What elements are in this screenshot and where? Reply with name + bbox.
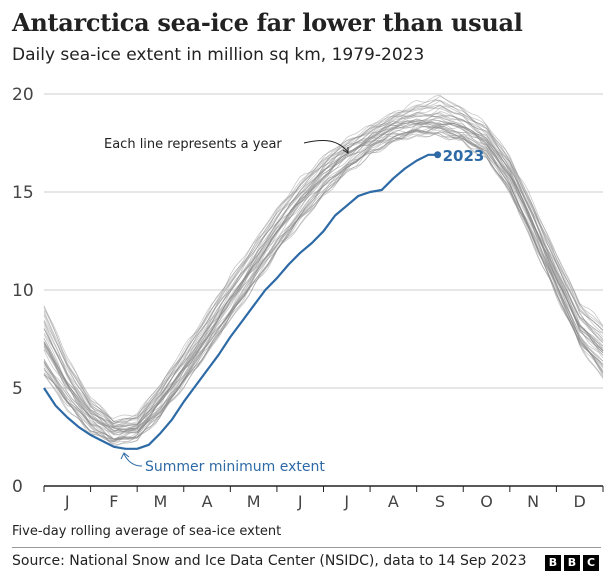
series-2023-line (43, 153, 438, 450)
history-year-line (43, 126, 604, 442)
history-year-line (43, 125, 604, 440)
history-year-line (43, 128, 604, 443)
bbc-logo-letter: B (545, 555, 561, 571)
x-tick-label: O (480, 492, 493, 511)
history-year-line (43, 118, 604, 433)
x-tick-label: A (388, 492, 399, 511)
history-year-line (43, 122, 604, 440)
series-2023-endpoint (434, 151, 442, 159)
x-tick-label: D (574, 492, 586, 511)
history-year-line (43, 120, 604, 431)
annotation-each-line: Each line represents a year (104, 137, 282, 152)
history-year-line (43, 104, 604, 425)
history-year-line (43, 114, 604, 428)
chart-canvas: 0 5 10 15 20 2023 J F M A M J J A S O N D Each line rep… (12, 85, 604, 511)
annotation-summer-min: Summer minimum extent (145, 459, 325, 475)
x-tick-label: S (435, 492, 445, 511)
history-year-line (43, 119, 604, 435)
history-year-line (43, 131, 604, 446)
history-year-line (43, 127, 604, 445)
history-year-line (43, 124, 604, 441)
x-tick-label: M (154, 492, 168, 511)
history-year-line (43, 111, 604, 429)
history-year-line (43, 118, 604, 433)
history-year-line (43, 125, 604, 440)
history-year-line (43, 112, 604, 428)
x-tick-label: N (527, 492, 539, 511)
x-tick-label: J (343, 492, 349, 511)
history-year-line (43, 107, 604, 428)
bbc-logo-letter: B (564, 555, 580, 571)
x-tick-label: J (64, 492, 70, 511)
chart-subtitle: Daily sea-ice extent in million sq km, 1… (12, 45, 425, 65)
chart-title: Antarctica sea-ice far lower than usual (12, 8, 523, 37)
annotation-arrow (303, 139, 349, 153)
history-year-line (43, 117, 604, 435)
history-year-line (43, 131, 604, 447)
x-tick-label: F (109, 492, 118, 511)
y-tick-label: 0 (12, 477, 23, 497)
history-year-line (43, 119, 604, 436)
history-year-line (43, 114, 604, 427)
annotation-arrowhead (342, 147, 349, 154)
history-year-line (43, 100, 604, 425)
footnote: Five-day rolling average of sea-ice exte… (12, 524, 282, 539)
history-year-line (43, 104, 604, 427)
history-year-line (43, 99, 604, 419)
source-text: Source: National Snow and Ice Data Cente… (12, 553, 527, 569)
x-tick-label: J (297, 492, 303, 511)
history-year-line (43, 107, 604, 428)
y-tick-label: 15 (12, 183, 34, 203)
y-tick-label: 5 (12, 379, 23, 399)
x-tick-label: M (247, 492, 261, 511)
annotations: Each line represents a year Summer minimu… (104, 137, 349, 475)
history-year-line (43, 94, 604, 422)
y-tick-label: 10 (12, 281, 34, 301)
y-tick-label: 20 (12, 85, 34, 105)
history-year-line (43, 120, 604, 432)
historical-lines (43, 94, 604, 447)
history-year-line (43, 112, 604, 432)
history-year-line (43, 115, 604, 432)
history-year-line (43, 131, 604, 441)
footer-divider (12, 547, 601, 548)
history-year-line (43, 116, 604, 432)
bbc-logo-letter: C (583, 555, 599, 571)
history-year-line (43, 121, 604, 436)
history-year-line (43, 95, 604, 423)
grid-layer: 0 5 10 15 20 (12, 85, 603, 497)
history-year-line (43, 105, 604, 423)
history-year-line (43, 130, 604, 441)
history-year-line (43, 126, 604, 443)
history-year-line (43, 100, 604, 423)
bbc-logo: B B C (545, 555, 599, 571)
highlight-series: 2023 (43, 147, 485, 450)
history-year-line (43, 120, 604, 431)
annotation-arrow (123, 453, 143, 467)
history-year-line (43, 129, 604, 442)
x-tick-label: A (202, 492, 213, 511)
annotation-arrowhead (120, 452, 130, 460)
history-year-line (43, 122, 604, 432)
history-year-line (43, 129, 604, 442)
history-year-line (43, 125, 604, 442)
history-year-line (43, 125, 604, 440)
history-year-line (43, 120, 604, 433)
series-2023-label: 2023 (443, 147, 485, 165)
